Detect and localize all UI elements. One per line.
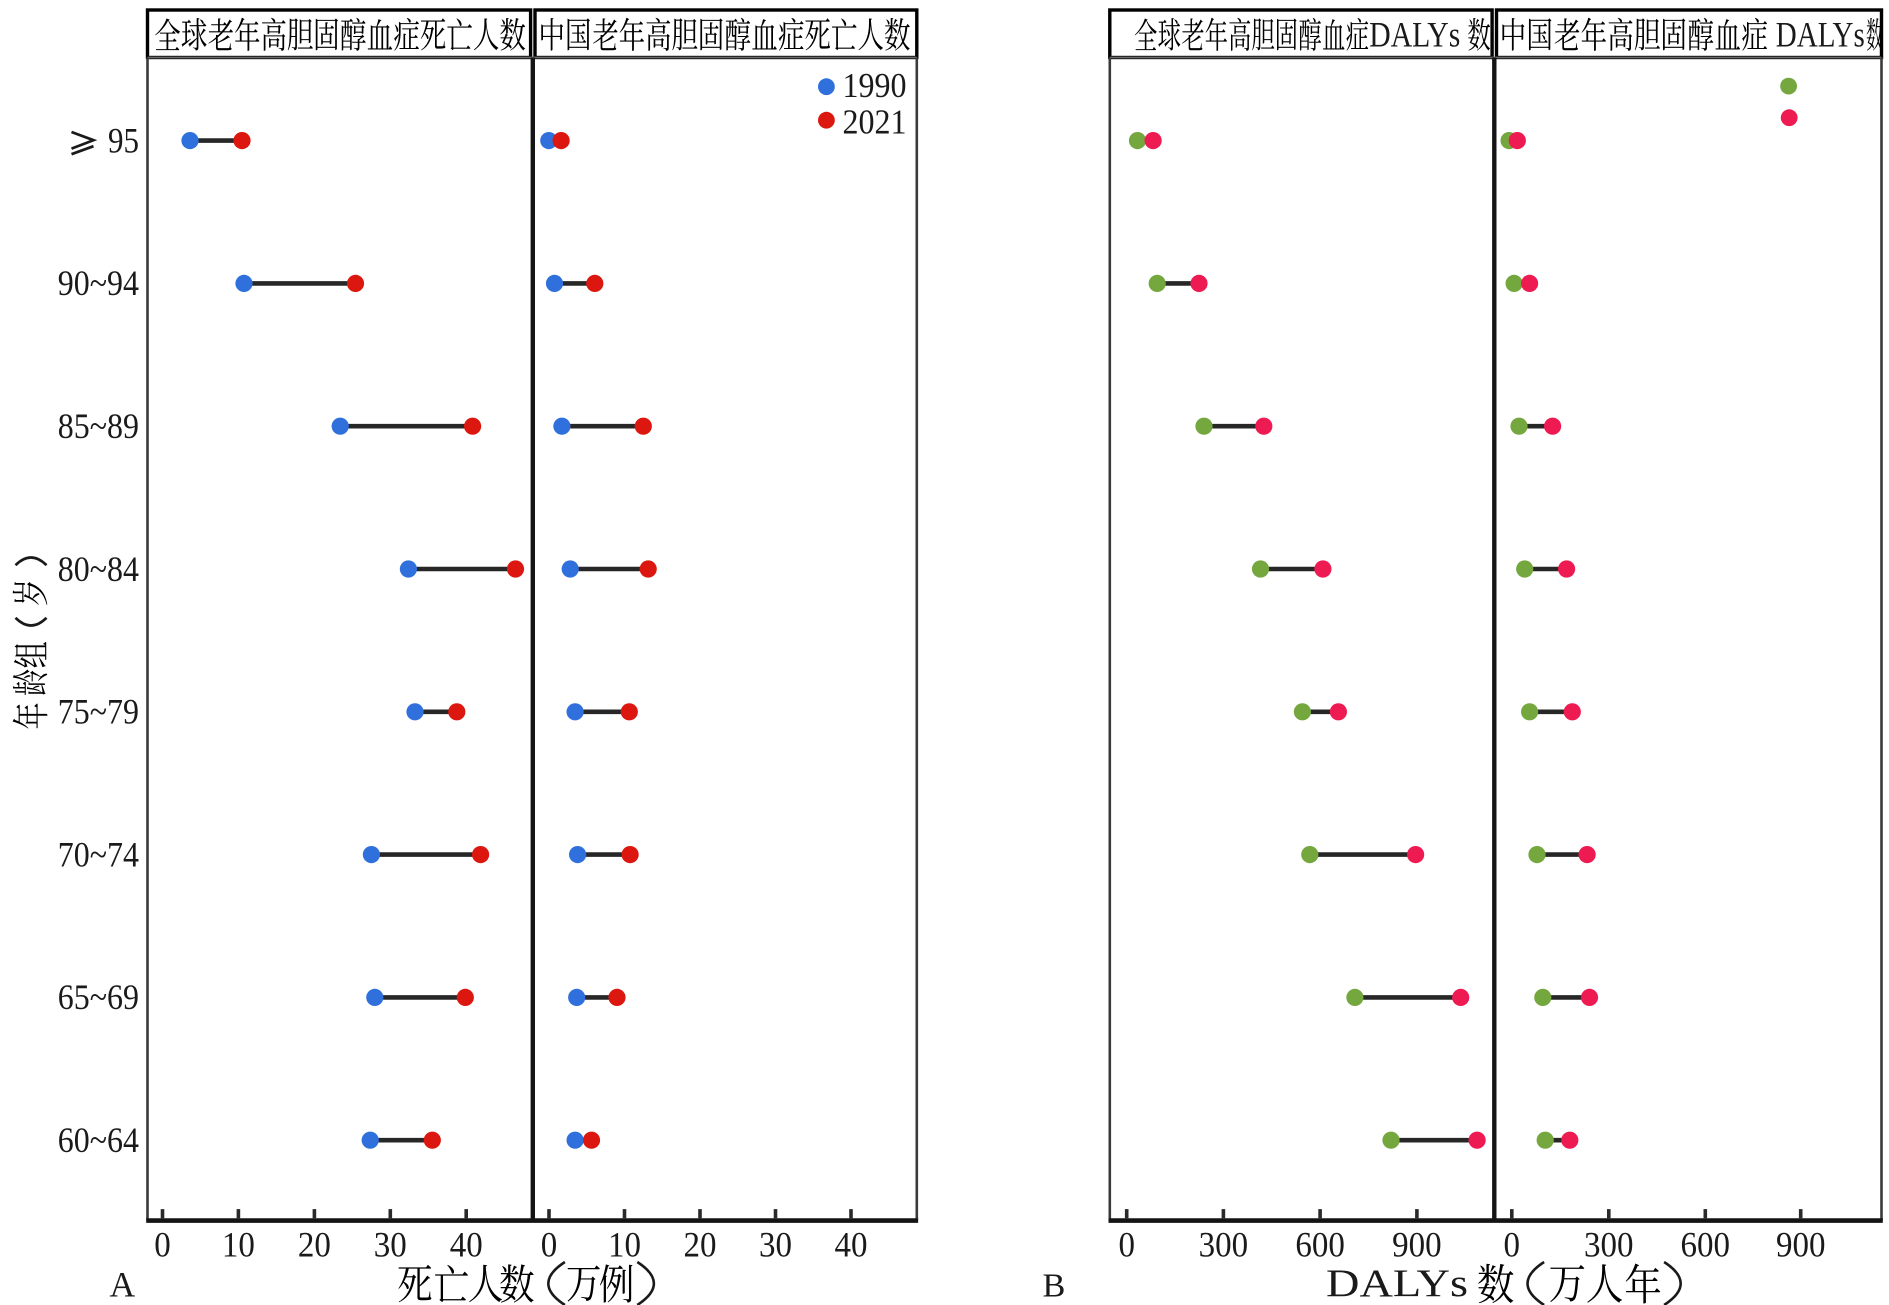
svg-text:0: 0 <box>1118 1225 1135 1265</box>
svg-text:600: 600 <box>1681 1225 1731 1265</box>
svg-text:20: 20 <box>684 1225 717 1265</box>
svg-text:40: 40 <box>450 1225 483 1265</box>
svg-text:DALYs: DALYs <box>1326 1261 1468 1305</box>
svg-text:80~84: 80~84 <box>58 549 139 589</box>
svg-text:75~79: 75~79 <box>58 692 139 732</box>
svg-text:85~89: 85~89 <box>58 406 139 446</box>
svg-text:DALYs: DALYs <box>1369 14 1460 54</box>
svg-text:10: 10 <box>608 1225 641 1265</box>
svg-text:300: 300 <box>1199 1225 1249 1265</box>
svg-text:600: 600 <box>1295 1225 1345 1265</box>
svg-text:20: 20 <box>298 1225 331 1265</box>
svg-text:2021: 2021 <box>843 104 907 142</box>
svg-text:900: 900 <box>1776 1225 1826 1265</box>
svg-text:70~74: 70~74 <box>58 834 139 874</box>
svg-text:0: 0 <box>541 1225 558 1265</box>
svg-text:40: 40 <box>835 1225 868 1265</box>
svg-text:B: B <box>1043 1268 1066 1305</box>
svg-text:900: 900 <box>1392 1225 1442 1265</box>
svg-text:DALYs: DALYs <box>1776 14 1865 54</box>
svg-text:60~64: 60~64 <box>58 1120 139 1160</box>
svg-text:1990: 1990 <box>843 67 907 105</box>
svg-text:0: 0 <box>154 1225 171 1265</box>
svg-text:A: A <box>110 1264 136 1304</box>
svg-text:300: 300 <box>1584 1225 1634 1265</box>
svg-text:65~69: 65~69 <box>58 977 139 1017</box>
svg-text:30: 30 <box>374 1225 407 1265</box>
svg-text:30: 30 <box>759 1225 792 1265</box>
svg-text:95: 95 <box>108 120 139 160</box>
svg-text:90~94: 90~94 <box>58 263 139 303</box>
svg-text:10: 10 <box>222 1225 255 1265</box>
svg-text:0: 0 <box>1504 1225 1521 1265</box>
